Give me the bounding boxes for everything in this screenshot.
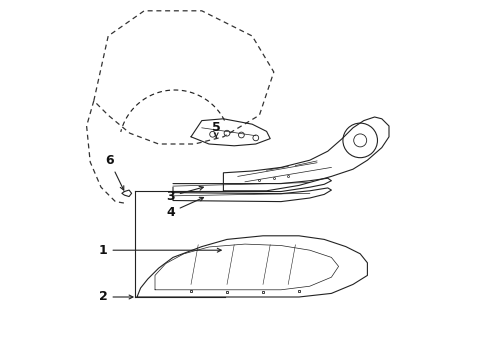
Text: 2: 2: [98, 291, 133, 303]
Text: 3: 3: [166, 186, 203, 203]
Text: 4: 4: [166, 197, 203, 219]
Text: 5: 5: [212, 121, 220, 137]
Text: 6: 6: [105, 154, 124, 190]
Text: 1: 1: [98, 244, 221, 257]
